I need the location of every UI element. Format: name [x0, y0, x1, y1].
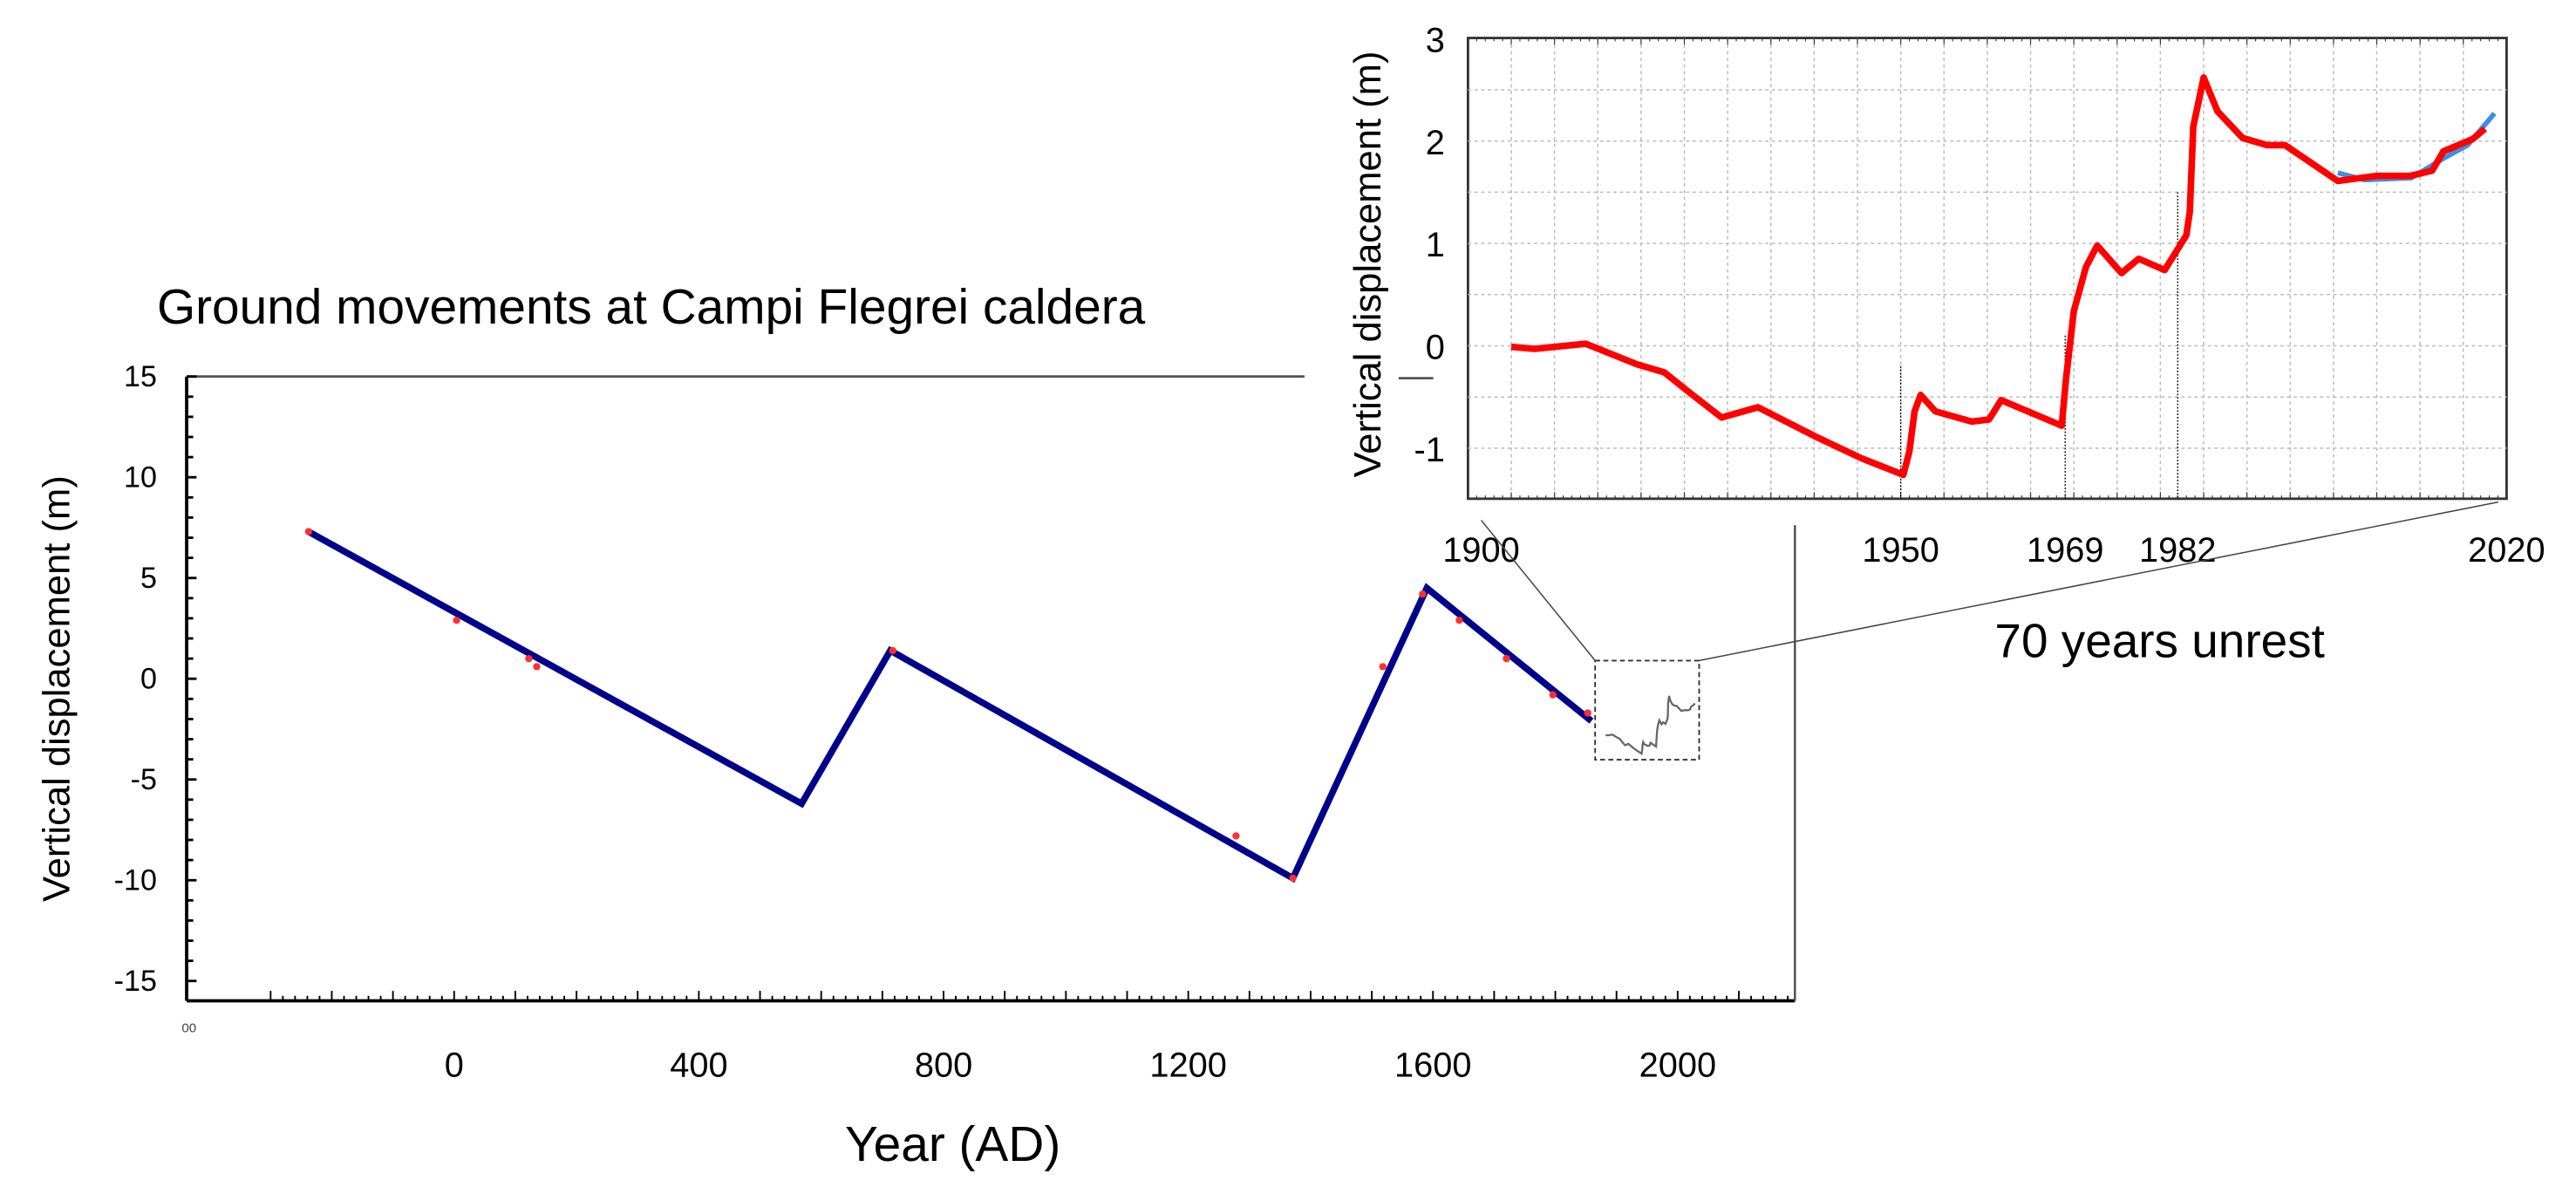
observation-point: [1503, 654, 1510, 663]
zoom-box: [1594, 659, 1700, 761]
main-y-axis-label: Vertical displacement (m): [37, 475, 78, 902]
main-y-tick-label: -5: [131, 763, 157, 796]
main-x-tick-label: 1600: [1394, 1047, 1471, 1085]
connector-right: [1699, 501, 2499, 662]
main-chart-title: Ground movements at Campi Flegrei calder…: [157, 280, 1146, 335]
main-y-tick-label: 0: [140, 663, 157, 696]
main-chart: -15 -10 -5 0 5 10 15 0 400 800 1200 1600 2000: [114, 360, 1796, 1085]
inset-x-tick-label: 1969: [2027, 531, 2103, 570]
observation-point: [1232, 832, 1240, 840]
main-y-tick-label: 15: [124, 360, 157, 393]
main-x-tick-label: 400: [670, 1047, 727, 1085]
inset-y-tick-label: 1: [1426, 226, 1445, 264]
observation-point: [1379, 663, 1387, 671]
observation-point: [525, 654, 533, 663]
observation-point: [1549, 691, 1557, 699]
zoom-connectors: [1480, 501, 2499, 662]
inset-y-tick-label: 2: [1426, 124, 1445, 162]
mini-trace: [1605, 695, 1696, 755]
inset-x-tick-label: 2020: [2468, 531, 2545, 570]
observation-point: [1419, 590, 1427, 598]
main-x-axis-label: Year (AD): [845, 1117, 1060, 1172]
inset-chart: -1 0 1 2 3 1900 1950 1969 1982 2020: [1398, 21, 2545, 570]
main-y-tick-label: -10: [114, 864, 157, 897]
stray-tick-label: 00: [181, 1020, 196, 1035]
inset-y-tick-label: 3: [1426, 21, 1445, 59]
inset-y-axis-label: Vertical displacement (m): [1347, 51, 1389, 478]
unrest-annotation: 70 years unrest: [1994, 614, 2324, 668]
main-x-tick-label: 2000: [1639, 1047, 1716, 1085]
main-y-tick-label: 10: [124, 461, 157, 495]
trend-line: [306, 529, 1594, 884]
observation-point: [1584, 709, 1591, 717]
main-x-tick-label: 800: [915, 1047, 972, 1085]
observation-point: [304, 528, 312, 536]
inset-y-tick-label: 0: [1426, 329, 1445, 367]
observation-point: [1289, 874, 1297, 883]
main-x-tick-label: 1200: [1149, 1047, 1226, 1085]
inset-x-tick-label: 1982: [2139, 531, 2216, 570]
observation-point: [889, 646, 896, 655]
main-y-tick-label: 5: [140, 562, 157, 595]
main-x-tick-label: 0: [445, 1047, 464, 1085]
observation-point: [1455, 617, 1463, 624]
inset-x-tick-label: 1950: [1862, 531, 1939, 570]
levelling-line: [1510, 74, 2488, 479]
connector-left: [1480, 519, 1596, 661]
inset-y-tick-label: -1: [1414, 431, 1445, 469]
inset-x-tick-label: 1900: [1442, 531, 1519, 570]
observation-point: [533, 663, 541, 671]
main-y-tick-label: -15: [114, 965, 157, 998]
observation-point: [453, 617, 460, 624]
